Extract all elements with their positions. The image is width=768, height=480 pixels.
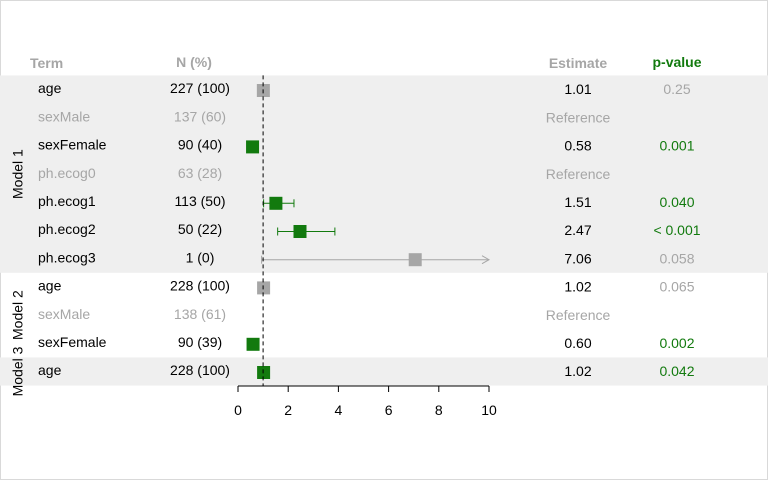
pvalue-label: 0.002	[659, 335, 694, 351]
estimate-point	[408, 253, 422, 267]
n-label: 113 (50)	[174, 193, 225, 209]
pvalue-label: 0.001	[659, 138, 694, 154]
estimate-label: 0.60	[564, 335, 591, 351]
forest-rows: age 227 (100) 1.01 0.25 sexMale 137 (60) Refer…	[38, 80, 701, 379]
estimate-point	[246, 337, 260, 351]
term-label: ph.ecog1	[38, 193, 96, 209]
x-tick-label: 0	[234, 402, 242, 418]
n-label: 63 (28)	[178, 165, 222, 181]
pvalue-label: 0.065	[659, 279, 694, 295]
estimate-label: 0.58	[564, 138, 591, 154]
estimate-label: Reference	[546, 307, 611, 323]
pvalue-label: < 0.001	[653, 222, 700, 238]
term-label: sexMale	[38, 108, 90, 124]
pvalue-label: 0.058	[659, 250, 694, 266]
header-term: Term	[30, 55, 63, 71]
model-label-1: Model 1	[10, 149, 26, 199]
x-tick-label: 8	[435, 402, 443, 418]
estimate-point	[257, 281, 271, 295]
estimate-label: 7.06	[564, 250, 591, 266]
term-label: age	[38, 362, 62, 378]
estimate-label: 2.47	[564, 222, 591, 238]
x-tick-label: 2	[284, 402, 292, 418]
header-pvalue: p-value	[652, 54, 701, 70]
column-headers: Term N (%) Estimate p-value	[30, 54, 702, 71]
pvalue-label: 0.040	[659, 194, 694, 210]
estimate-label: 1.02	[564, 363, 591, 379]
model-bands	[0, 75, 768, 386]
model-label-2: Model 2	[10, 290, 26, 340]
term-label: sexFemale	[38, 137, 107, 153]
n-label: 138 (61)	[174, 306, 226, 322]
n-label: 90 (39)	[178, 334, 222, 350]
header-n: N (%)	[176, 54, 212, 70]
estimate-point	[269, 196, 283, 210]
n-label: 228 (100)	[170, 362, 230, 378]
term-label: age	[38, 278, 62, 294]
ci-arrow	[481, 255, 491, 265]
term-label: sexMale	[38, 306, 90, 322]
estimate-label: 1.02	[564, 279, 591, 295]
n-label: 227 (100)	[170, 80, 230, 96]
term-label: ph.ecog2	[38, 221, 96, 237]
term-label: age	[38, 80, 62, 96]
estimate-label: 1.01	[564, 81, 591, 97]
x-tick-label: 4	[335, 402, 343, 418]
term-label: ph.ecog0	[38, 165, 96, 181]
estimate-point	[293, 225, 307, 238]
x-tick-label: 6	[385, 402, 393, 418]
term-label: sexFemale	[38, 334, 107, 350]
estimate-point	[257, 366, 271, 379]
n-label: 1 (0)	[186, 249, 215, 265]
pvalue-label: 0.25	[663, 81, 690, 97]
x-axis: 0 2 4 6 8 10	[234, 385, 497, 418]
n-label: 90 (40)	[178, 137, 222, 153]
estimate-label: 1.51	[564, 194, 591, 210]
pvalue-label: 0.042	[659, 363, 694, 379]
x-tick-label: 10	[481, 402, 497, 418]
header-estimate: Estimate	[549, 55, 608, 71]
estimate-label: Reference	[546, 166, 611, 182]
model-band-1	[0, 75, 768, 273]
model-band-3	[0, 357, 768, 386]
n-label: 228 (100)	[170, 278, 230, 294]
n-label: 50 (22)	[178, 221, 222, 237]
estimate-label: Reference	[546, 109, 611, 125]
estimate-point	[246, 140, 260, 154]
term-label: ph.ecog3	[38, 249, 96, 265]
model-labels: Model 1 Model 2 Model 3	[10, 149, 26, 396]
model-label-3: Model 3	[10, 346, 26, 396]
n-label: 137 (60)	[174, 108, 226, 124]
